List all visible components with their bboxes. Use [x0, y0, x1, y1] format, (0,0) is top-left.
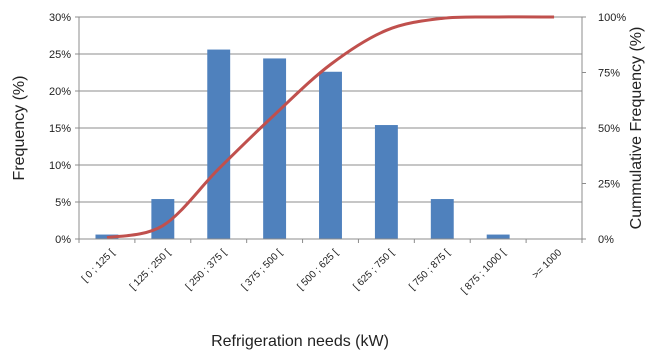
category-label: [ 625 ; 750 [: [351, 247, 396, 292]
left-tick-labels: 0% 5% 10% 15% 20% 25% 30%: [49, 12, 71, 246]
right-tick-label: 50%: [598, 123, 620, 135]
category-labels: [ 0 ; 125 [ [ 125 ; 250 [[ 250 ; 375 [[ 3…: [80, 247, 565, 296]
bar: [430, 199, 454, 239]
bar-series: [95, 49, 510, 240]
category-label: [ 0 ; 125 [: [80, 247, 117, 284]
y2-axis-title: Cummulative Frequency (%): [628, 27, 645, 230]
axes: [78, 17, 583, 243]
category-label: [ 500 ; 625 [: [295, 247, 340, 292]
right-tick-label: 25%: [598, 179, 620, 191]
right-tick-label: 75%: [598, 68, 620, 80]
right-tick-labels: 0% 25% 50% 75% 100%: [598, 12, 626, 246]
category-label: [ 750 ; 875 [: [407, 247, 452, 292]
category-label: [ 250 ; 375 [: [184, 247, 229, 292]
left-tick-label: 25%: [49, 49, 71, 61]
left-tick-label: 30%: [49, 12, 71, 24]
left-tick-label: 20%: [49, 86, 71, 98]
left-tick-label: 5%: [55, 197, 71, 209]
bar: [486, 234, 510, 239]
left-tick-label: 15%: [49, 123, 71, 135]
y-axis-title: Frequency (%): [11, 76, 28, 181]
category-label: [ 875 ; 1000 [: [459, 247, 508, 296]
right-tick-label: 0%: [598, 234, 614, 246]
cumulative-line: [106, 15, 555, 240]
bar: [319, 71, 342, 239]
left-tick-label: 0%: [55, 234, 71, 246]
left-tick-label: 10%: [49, 160, 71, 172]
x-axis-title: Refrigeration needs (kW): [211, 333, 389, 350]
bar: [207, 49, 231, 240]
right-tick-label: 100%: [598, 12, 626, 24]
category-label: >= 1000: [530, 247, 564, 281]
bar: [374, 125, 398, 239]
category-label: [ 375 ; 500 [: [240, 247, 285, 292]
category-label: [ 125 ; 250 [: [128, 247, 173, 292]
bar: [263, 58, 287, 239]
